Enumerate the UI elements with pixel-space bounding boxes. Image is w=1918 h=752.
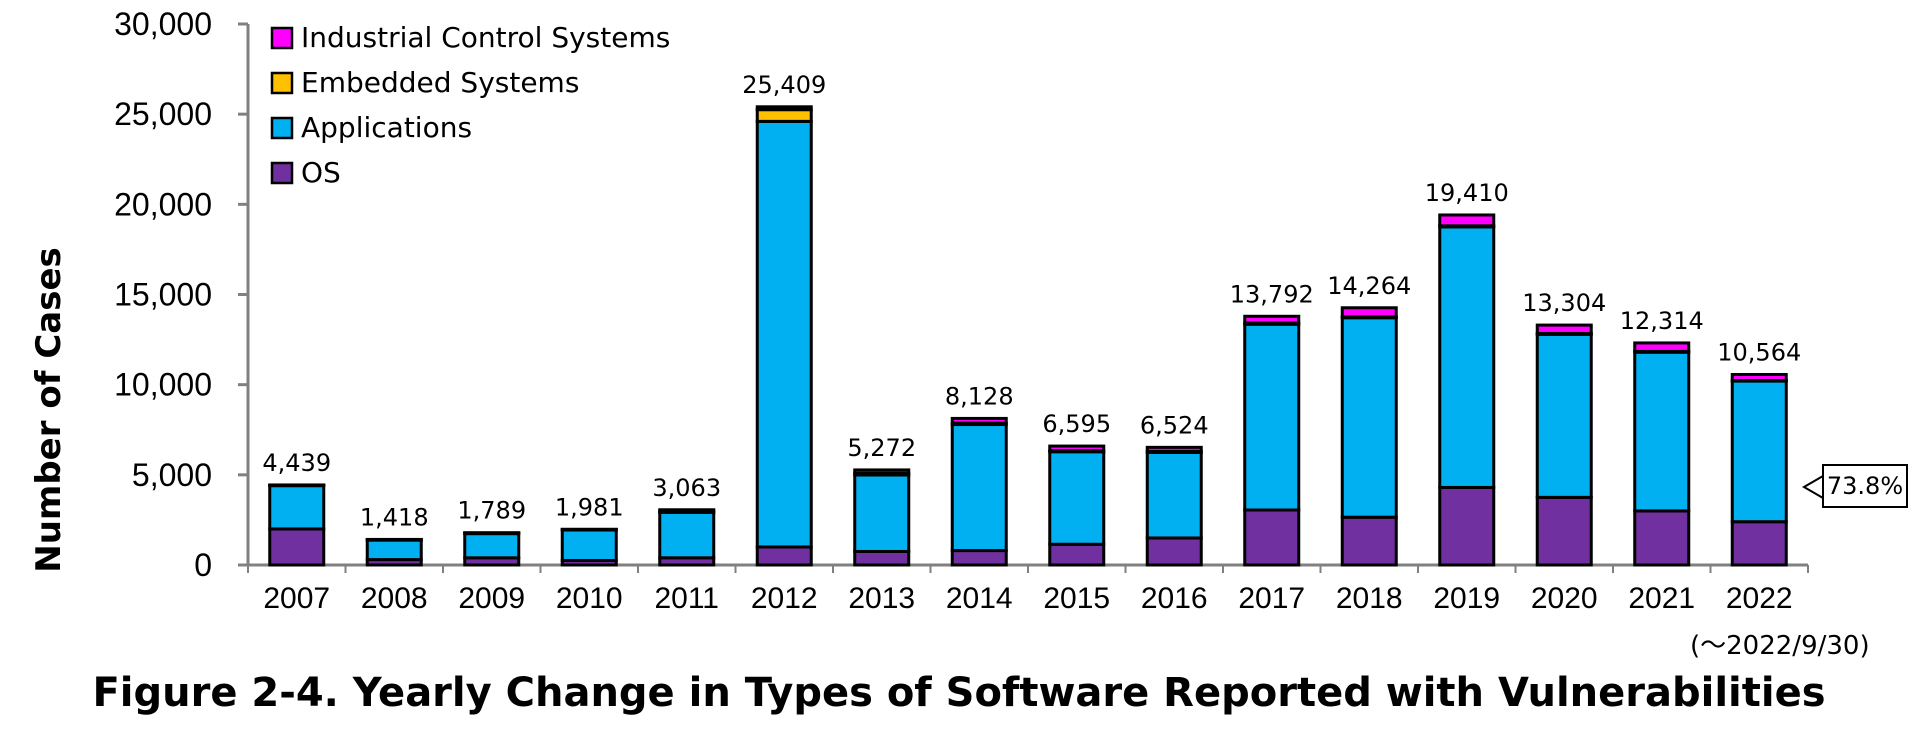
date-range-note: (～2022/9/30) [1690, 631, 1870, 661]
bar-segment-os [1048, 542, 1106, 567]
bar-segment-applications [1438, 225, 1496, 489]
bar-segment-applications [853, 473, 911, 553]
bar-segment-industrial-control-systems [1535, 323, 1593, 335]
bar-segment-industrial-control-systems [658, 508, 716, 513]
bar-segment-embedded-systems [755, 108, 813, 123]
bar-segment-os [1535, 495, 1593, 567]
legend-entry: OS [301, 156, 341, 189]
legend-swatch [270, 26, 294, 50]
bar-segment-applications [1243, 322, 1301, 512]
legend: Industrial Control Systems Embedded Syste… [270, 21, 670, 189]
bar-segment-industrial-control-systems [1145, 445, 1203, 453]
total-label: 1,789 [457, 497, 526, 525]
total-label: 4,439 [262, 449, 331, 477]
legend-entry: Industrial Control Systems [301, 21, 670, 54]
total-label: 6,595 [1042, 410, 1111, 438]
x-tick-label: 2011 [654, 582, 719, 615]
legend-swatch [270, 71, 294, 95]
y-tick-label: 30,000 [114, 6, 212, 42]
bar-segment-os [1243, 508, 1301, 567]
total-label: 1,981 [555, 493, 624, 521]
bar-segment-os [1633, 509, 1691, 567]
x-tick-label: 2022 [1726, 582, 1793, 615]
total-label: 8,128 [945, 382, 1014, 410]
bar-segment-os [853, 549, 911, 567]
bar-segment-industrial-control-systems [1048, 444, 1106, 453]
bar-segment-applications [1633, 350, 1691, 513]
figure-title: Figure 2-4. Yearly Change in Types of So… [92, 670, 1826, 716]
callout-pointer [1802, 475, 1824, 499]
bar-segment-industrial-control-systems [1633, 341, 1691, 353]
bar-segment-applications [1730, 379, 1788, 524]
total-label: 25,409 [742, 71, 826, 99]
legend-swatch [270, 161, 294, 185]
x-tick-label: 2010 [556, 582, 623, 615]
x-tick-label: 2009 [458, 582, 525, 615]
total-label: 13,792 [1230, 280, 1314, 308]
x-tick-label: 2021 [1628, 582, 1695, 615]
bar-segment-applications [1535, 332, 1593, 499]
x-tick-label: 2019 [1433, 582, 1500, 615]
total-label: 19,410 [1425, 179, 1509, 207]
bar-segment-industrial-control-systems [1340, 306, 1398, 319]
x-tick-label: 2015 [1043, 582, 1110, 615]
x-tick-labels: 2007 2008 2009 2010 2011 2012 2013 2014 2015 2016… [263, 582, 1792, 615]
legend-swatch [270, 116, 294, 140]
bar-segment-applications [560, 528, 618, 562]
percentage-callout: 73.8% [1822, 464, 1908, 508]
bar-segment-applications [658, 510, 716, 560]
x-tick-label: 2016 [1141, 582, 1208, 615]
y-tick-label: 5,000 [132, 457, 212, 493]
bar-segment-industrial-control-systems [950, 416, 1008, 425]
bar-segment-applications [1145, 450, 1203, 540]
y-tick-label: 0 [194, 547, 212, 583]
x-tick-label: 2018 [1336, 582, 1403, 615]
bar-segment-applications [755, 119, 813, 549]
bar-segment-applications [463, 532, 521, 560]
bar-segment-os [1340, 515, 1398, 567]
y-axis-label: Number of Cases [29, 247, 69, 573]
y-tick-label: 10,000 [114, 367, 212, 403]
x-tick-label: 2014 [946, 582, 1013, 615]
bar-segment-os [1730, 520, 1788, 567]
bar-segment-industrial-control-systems [755, 105, 813, 112]
total-label: 1,418 [360, 503, 429, 531]
bar-segment-os [1145, 536, 1203, 567]
bar-segment-industrial-control-systems [1730, 372, 1788, 383]
bar-segment-industrial-control-systems [1243, 314, 1301, 325]
y-tick-label: 25,000 [114, 96, 212, 132]
bars [268, 105, 1788, 567]
total-label: 10,564 [1717, 338, 1801, 366]
x-tick-label: 2017 [1238, 582, 1305, 615]
bar-segment-applications [1340, 316, 1398, 519]
bar-segment-os [268, 527, 326, 567]
total-label: 14,264 [1327, 272, 1411, 300]
total-label: 6,524 [1140, 411, 1209, 439]
bar-segment-applications [268, 484, 326, 531]
total-label: 12,314 [1620, 307, 1704, 335]
bar-segment-industrial-control-systems [853, 468, 911, 475]
y-tick-label: 15,000 [114, 277, 212, 313]
y-tick-labels: 0 5,000 10,000 15,000 20,000 25,000 30,000 [114, 6, 212, 583]
bar-segment-applications [950, 423, 1008, 553]
total-label: 3,063 [652, 474, 721, 502]
y-tick-label: 20,000 [114, 186, 212, 222]
total-labels: 4,439 1,418 1,789 1,981 3,063 25,409 5,272 8,12… [262, 71, 1801, 532]
bar-segment-applications [365, 538, 423, 562]
x-tick-label: 2020 [1531, 582, 1598, 615]
bar-segment-os [755, 545, 813, 567]
legend-entry: Embedded Systems [301, 66, 579, 99]
legend-entry: Applications [301, 111, 472, 144]
total-label: 13,304 [1522, 289, 1606, 317]
bar-segment-industrial-control-systems [1438, 213, 1496, 228]
bar-segment-os [1438, 485, 1496, 567]
total-label: 5,272 [847, 434, 916, 462]
x-tick-label: 2007 [263, 582, 330, 615]
bar-segment-applications [1048, 450, 1106, 546]
x-tick-label: 2012 [751, 582, 818, 615]
bar-segment-os [950, 549, 1008, 567]
x-tick-label: 2013 [848, 582, 915, 615]
x-tick-label: 2008 [361, 582, 428, 615]
